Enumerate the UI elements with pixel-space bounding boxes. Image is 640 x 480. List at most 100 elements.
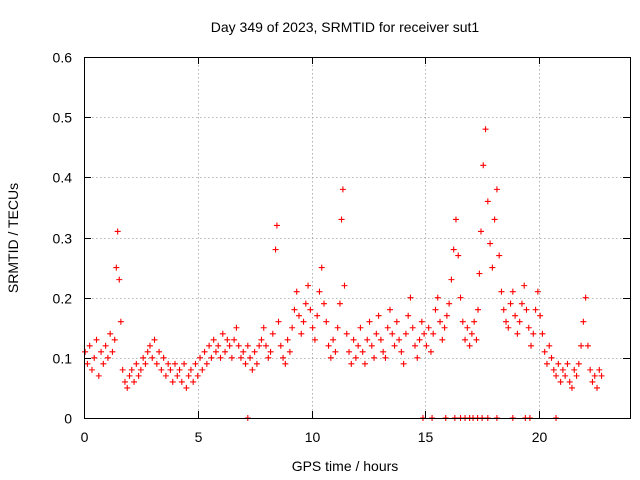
data-point [432, 306, 439, 313]
y-tick-label: 0.3 [53, 231, 73, 247]
data-point [380, 348, 387, 355]
data-point [100, 360, 107, 367]
data-point [389, 330, 396, 337]
data-point [584, 342, 591, 349]
data-point [194, 372, 201, 379]
data-point [591, 372, 598, 379]
data-point [144, 348, 151, 355]
data-point [368, 342, 375, 349]
data-point [82, 348, 89, 355]
data-point [343, 330, 350, 337]
data-point [237, 354, 244, 361]
data-point [384, 324, 391, 331]
data-point [338, 216, 345, 223]
data-point [116, 276, 123, 283]
data-point [332, 348, 339, 355]
data-point [423, 342, 430, 349]
data-point [580, 318, 587, 325]
data-point [126, 372, 133, 379]
data-point [568, 384, 575, 391]
data-point [416, 336, 423, 343]
data-point [409, 324, 416, 331]
data-point [564, 360, 571, 367]
data-point [559, 366, 566, 373]
data-point [543, 360, 550, 367]
data-point [172, 360, 178, 367]
data-point [309, 324, 316, 331]
data-point [135, 372, 142, 379]
data-point [355, 342, 362, 349]
data-point [414, 354, 421, 361]
data-point [566, 378, 573, 385]
data-point [240, 348, 247, 355]
data-point [203, 360, 210, 367]
data-point [371, 354, 378, 361]
data-point [553, 372, 560, 379]
data-point [302, 300, 309, 307]
data-point [430, 330, 437, 337]
data-point [546, 342, 553, 349]
data-point [441, 324, 448, 331]
y-tick-label: 0.2 [53, 291, 73, 307]
data-point [275, 318, 282, 325]
data-point [219, 330, 226, 337]
data-point [156, 348, 163, 355]
data-point [530, 330, 537, 337]
data-point [162, 372, 169, 379]
data-point [437, 318, 444, 325]
data-point [117, 318, 124, 325]
data-point [93, 336, 100, 343]
x-tick-label: 15 [418, 429, 434, 445]
data-point [512, 312, 519, 319]
data-point [573, 372, 580, 379]
x-tick-label: 5 [195, 429, 203, 445]
data-point [598, 372, 605, 379]
data-point [439, 336, 446, 343]
data-point [102, 342, 109, 349]
data-point [493, 186, 500, 193]
data-point [450, 246, 457, 253]
data-point [421, 330, 428, 337]
data-point [267, 348, 274, 355]
data-point [396, 336, 403, 343]
data-point [459, 318, 466, 325]
data-point [104, 354, 111, 361]
data-point [121, 378, 128, 385]
data-point [491, 216, 498, 223]
data-point [318, 264, 325, 271]
data-point [174, 372, 181, 379]
data-point [91, 354, 98, 361]
data-point [176, 366, 183, 373]
data-point [190, 378, 197, 385]
data-point [412, 342, 419, 349]
data-point [199, 366, 206, 373]
data-point [295, 312, 302, 319]
data-point [113, 264, 120, 271]
data-point [468, 330, 475, 337]
data-point [151, 336, 158, 343]
data-point [235, 342, 242, 349]
data-point [455, 252, 462, 259]
data-point [571, 366, 578, 373]
data-point [124, 384, 131, 391]
data-point [475, 306, 482, 313]
data-point [284, 336, 291, 343]
data-point [158, 366, 165, 373]
data-point [487, 240, 494, 247]
data-point [131, 378, 138, 385]
data-point [393, 318, 400, 325]
data-point [405, 312, 412, 319]
data-point [521, 282, 528, 289]
data-point [448, 276, 455, 283]
data-point [146, 342, 153, 349]
data-point [350, 336, 357, 343]
data-point [140, 354, 147, 361]
data-point [516, 318, 523, 325]
data-point [298, 330, 305, 337]
data-point [509, 288, 516, 295]
data-point [402, 330, 409, 337]
y-tick-label: 0.5 [53, 110, 73, 126]
data-point [321, 300, 328, 307]
data-point [539, 330, 546, 337]
